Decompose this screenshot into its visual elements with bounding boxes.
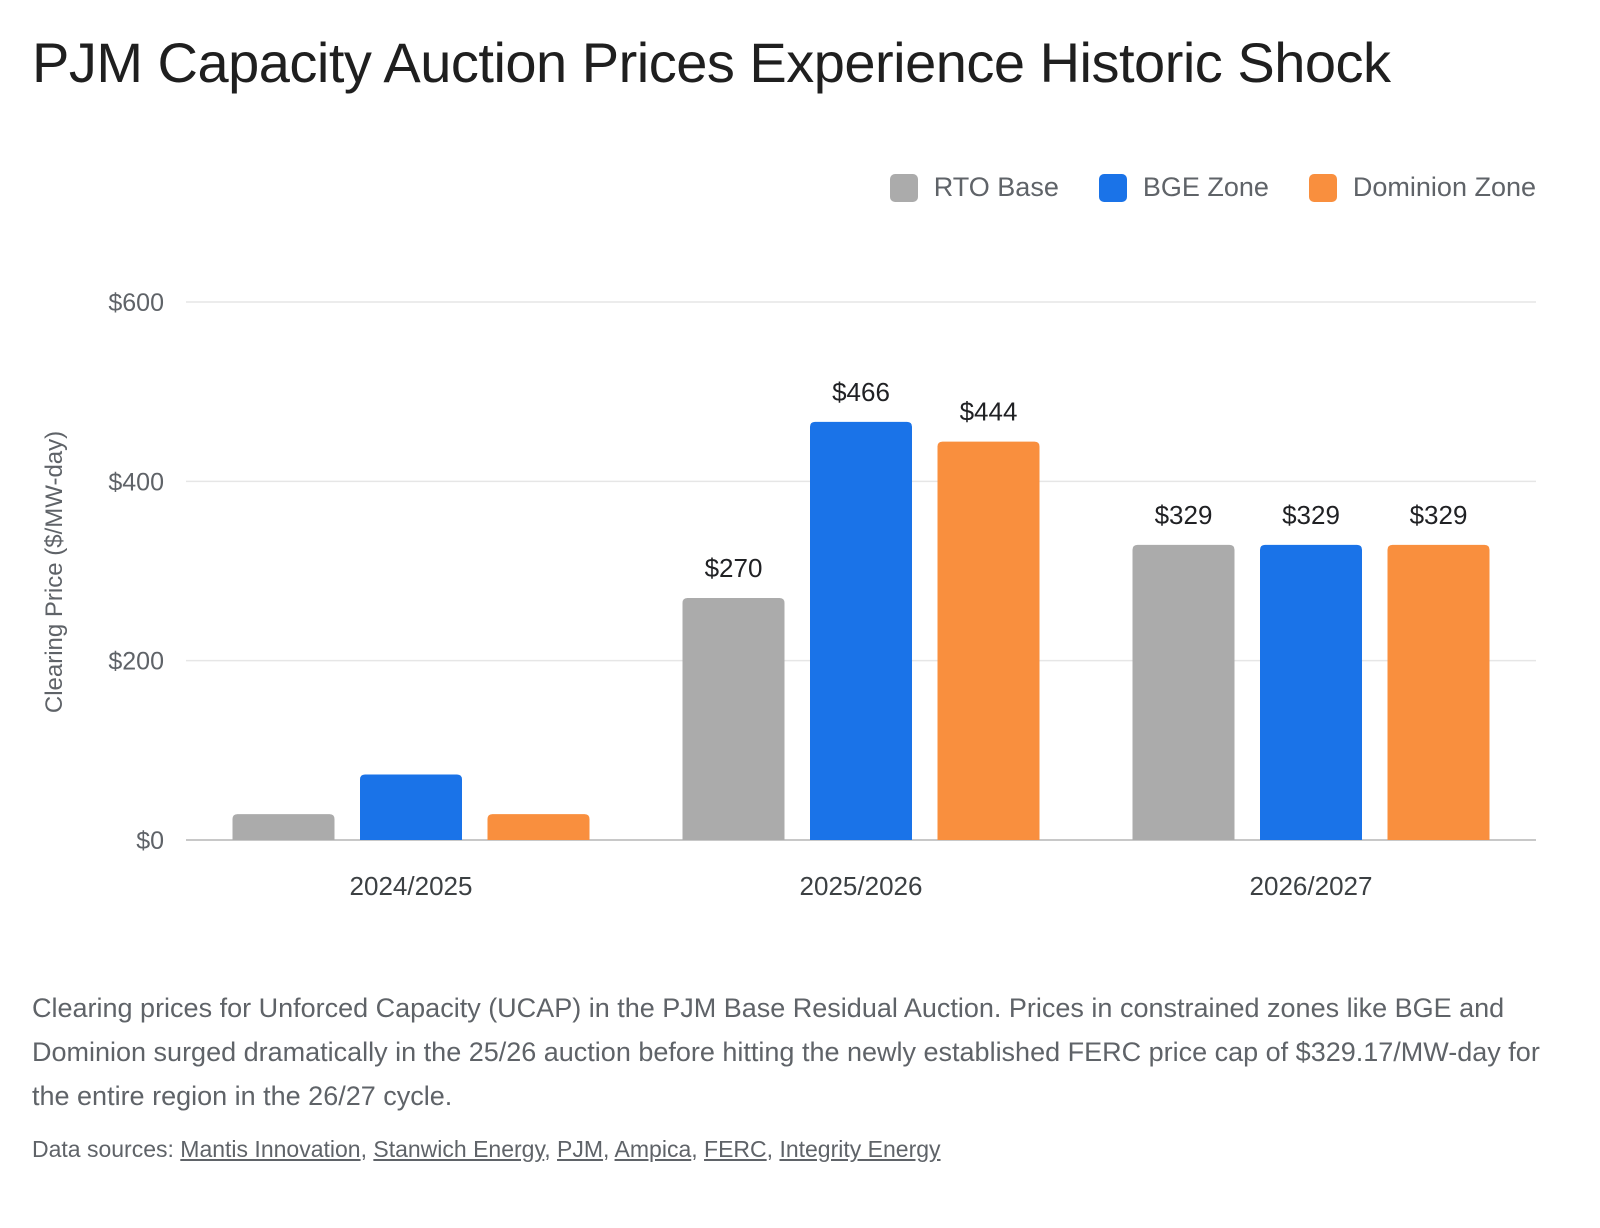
source-link-ampica[interactable]: Ampica (614, 1136, 692, 1162)
bar-value-label: $329 (1282, 500, 1340, 530)
x-tick-label: 2025/2026 (800, 871, 923, 901)
legend-swatch-dominion-zone (1308, 173, 1337, 202)
legend-label-bge-zone: BGE Zone (1142, 172, 1269, 202)
source-link-pjm[interactable]: PJM (557, 1136, 604, 1162)
y-tick-label: $400 (108, 468, 164, 496)
bar-chart: $0$200$400$600 $270$466$444$329 $329 $329 … (41, 289, 1536, 901)
bar-rto-base-2025-2026[interactable] (682, 597, 785, 840)
bar-value-label: $466 (832, 377, 890, 407)
source-link-integrity-energy[interactable]: Integrity Energy (779, 1136, 941, 1162)
y-tick-label: $600 (108, 289, 164, 317)
source-link-stanwich-energy[interactable]: Stanwich Energy (373, 1136, 545, 1162)
bar-value-label: $270 (705, 553, 763, 583)
bars: $270 $466 $444 $329 $329 $329 (232, 377, 1490, 840)
source-link-mantis-innovation[interactable]: Mantis Innovation (180, 1136, 361, 1162)
source-link-ferc[interactable]: FERC (704, 1136, 767, 1162)
bar-dominion-zone-2024-2025[interactable] (487, 814, 590, 840)
legend-swatch-rto-base (889, 173, 918, 202)
legend-swatch-bge-zone (1098, 173, 1127, 202)
bar-bge-zone-2025-2026[interactable] (810, 421, 912, 840)
y-tick-label: $0 (136, 827, 164, 855)
sources-prefix: Data sources: (32, 1136, 181, 1162)
x-tick-label: 2024/2025 (350, 871, 473, 901)
bar-value-label: $329 (1155, 500, 1213, 530)
bar-bge-zone-2026-2027[interactable] (1260, 544, 1362, 840)
bar-bge-zone-2024-2025[interactable] (360, 774, 462, 840)
bar-dominion-zone-2025-2026[interactable] (937, 441, 1040, 840)
bar-value-label: $329 (1410, 500, 1468, 530)
bar-value-label: $444 (960, 397, 1018, 427)
data-sources: Data sources: Mantis Innovation, Stanwic… (32, 1136, 941, 1162)
y-tick-label: $200 (108, 648, 164, 676)
legend-label-rto-base: RTO Base (933, 172, 1059, 202)
chart-title: PJM Capacity Auction Prices Experience H… (32, 31, 1391, 94)
legend-item-bge-zone[interactable]: BGE Zone (1098, 172, 1269, 203)
y-axis: $0 $200 $400 $600 (108, 289, 164, 855)
bar-dominion-zone-2026-2027[interactable] (1387, 544, 1490, 840)
bar-rto-base-2024-2025[interactable] (232, 814, 335, 840)
bar-rto-base-2026-2027[interactable] (1132, 544, 1235, 840)
chart-caption: Clearing prices for Unforced Capacity (U… (32, 993, 1540, 1111)
legend: RTO Base BGE Zone Dominion Zone (889, 172, 1536, 203)
legend-item-dominion-zone[interactable]: Dominion Zone (1308, 172, 1536, 203)
legend-item-rto-base[interactable]: RTO Base (889, 172, 1059, 203)
x-tick-label: 2026/2027 (1250, 871, 1373, 901)
x-axis: 2024/2025 2025/2026 2026/2027 (350, 871, 1373, 901)
legend-label-dominion-zone: Dominion Zone (1352, 172, 1536, 202)
y-axis-label: Clearing Price ($/MW-day) (41, 431, 68, 713)
